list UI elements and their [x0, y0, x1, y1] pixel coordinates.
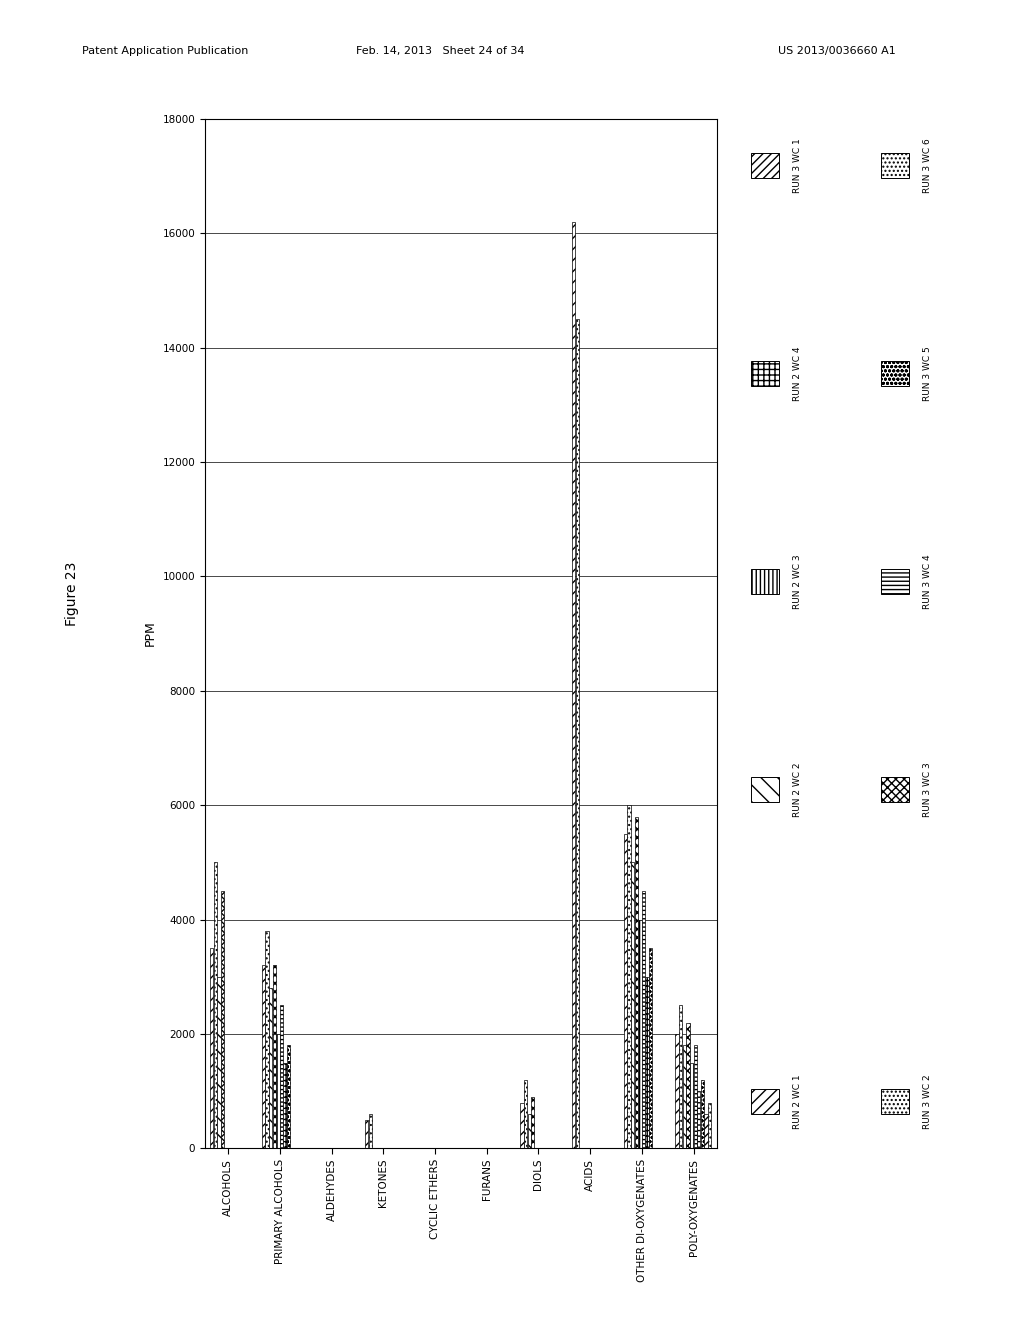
Y-axis label: PPM: PPM: [143, 620, 157, 647]
Bar: [269, 989, 272, 1148]
Bar: [645, 977, 649, 1148]
Bar: [693, 1045, 697, 1148]
Bar: [575, 319, 579, 1148]
Bar: [708, 1102, 712, 1148]
Text: RUN 2 WC 3: RUN 2 WC 3: [793, 554, 802, 609]
Bar: [366, 1119, 369, 1148]
Bar: [210, 948, 213, 1148]
Bar: [700, 1080, 705, 1148]
Bar: [635, 817, 638, 1148]
Bar: [217, 977, 220, 1148]
Bar: [214, 862, 217, 1148]
Text: RUN 2 WC 4: RUN 2 WC 4: [793, 346, 802, 401]
Bar: [751, 1089, 778, 1114]
Bar: [527, 1114, 530, 1148]
Bar: [679, 1006, 682, 1148]
Text: RUN 3 WC 2: RUN 3 WC 2: [923, 1074, 932, 1129]
Bar: [751, 569, 778, 594]
Text: RUN 2 WC 2: RUN 2 WC 2: [793, 763, 802, 817]
Text: US 2013/0036660 A1: US 2013/0036660 A1: [778, 46, 896, 57]
Bar: [369, 1114, 372, 1148]
Text: Patent Application Publication: Patent Application Publication: [82, 46, 248, 57]
Text: Figure 23: Figure 23: [65, 562, 79, 626]
Bar: [272, 965, 275, 1148]
Bar: [524, 1080, 527, 1148]
Bar: [262, 965, 265, 1148]
Text: RUN 3 WC 3: RUN 3 WC 3: [923, 762, 932, 817]
Bar: [284, 1063, 287, 1148]
Bar: [751, 776, 778, 803]
Bar: [649, 948, 652, 1148]
Bar: [881, 776, 908, 803]
Text: RUN 3 WC 5: RUN 3 WC 5: [923, 346, 932, 401]
Bar: [642, 891, 645, 1148]
Text: RUN 3 WC 4: RUN 3 WC 4: [923, 554, 932, 609]
Bar: [881, 1089, 908, 1114]
Bar: [751, 153, 778, 178]
Bar: [697, 1092, 700, 1148]
Bar: [631, 862, 634, 1148]
Bar: [287, 1045, 291, 1148]
Bar: [676, 1034, 679, 1148]
Bar: [280, 1006, 283, 1148]
Bar: [683, 1045, 686, 1148]
Bar: [881, 153, 908, 178]
Bar: [751, 360, 778, 387]
Bar: [686, 1023, 689, 1148]
Bar: [531, 1097, 535, 1148]
Bar: [624, 834, 627, 1148]
Text: Feb. 14, 2013   Sheet 24 of 34: Feb. 14, 2013 Sheet 24 of 34: [356, 46, 524, 57]
Bar: [221, 891, 224, 1148]
Text: RUN 3 WC 6: RUN 3 WC 6: [923, 139, 932, 193]
Bar: [572, 222, 575, 1148]
Bar: [265, 931, 268, 1148]
Bar: [881, 360, 908, 387]
Bar: [276, 1034, 280, 1148]
Bar: [628, 805, 631, 1148]
Bar: [705, 1114, 708, 1148]
Text: RUN 3 WC 1: RUN 3 WC 1: [793, 139, 802, 193]
Bar: [881, 569, 908, 594]
Text: RUN 2 WC 1: RUN 2 WC 1: [793, 1074, 802, 1129]
Bar: [690, 1063, 693, 1148]
Bar: [638, 920, 641, 1148]
Bar: [520, 1102, 523, 1148]
